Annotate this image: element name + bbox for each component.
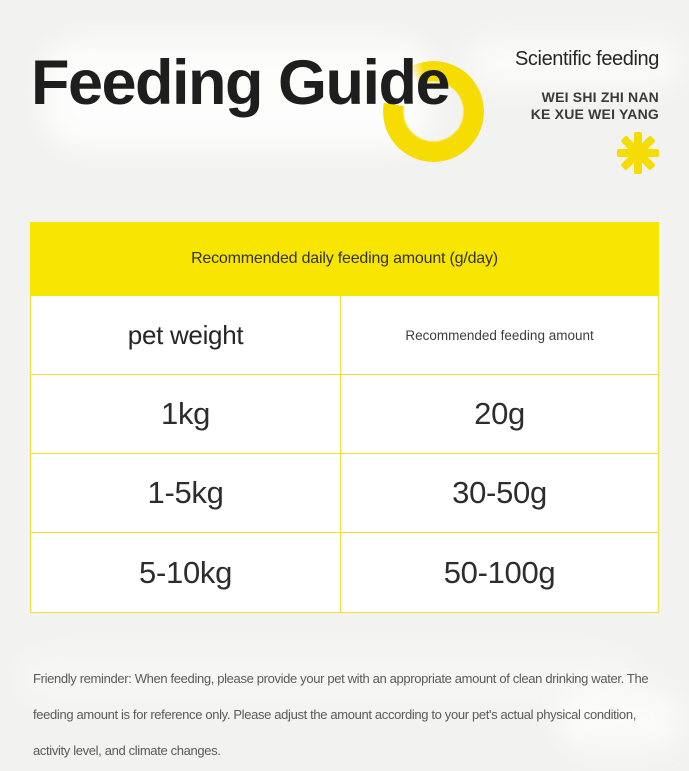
table-cell-amount: 50-100g	[340, 533, 658, 612]
table-cell-weight: 1-5kg	[31, 454, 341, 533]
feeding-table: Recommended daily feeding amount (g/day)…	[30, 222, 659, 613]
table-caption: Recommended daily feeding amount (g/day)	[30, 222, 659, 296]
pinyin-line2: KE XUE WEI YANG	[530, 106, 659, 122]
ring-decoration	[383, 61, 484, 162]
pinyin-line1: WEI SHI ZHI NAN	[541, 89, 659, 105]
column-header-pet-weight: pet weight	[31, 296, 341, 375]
asterisk-icon	[617, 132, 659, 174]
table-grid: pet weight Recommended feeding amount 1k…	[30, 296, 659, 613]
column-header-feeding-amount: Recommended feeding amount	[340, 296, 658, 375]
table-cell-amount: 20g	[340, 375, 658, 454]
highlight-blob	[468, 40, 680, 86]
highlight-blob	[42, 38, 434, 150]
table-cell-weight: 5-10kg	[139, 554, 233, 590]
subtitle: Scientific feeding	[514, 48, 659, 70]
footer-note: Friendly reminder: When feeding, please …	[33, 671, 649, 758]
pinyin-caption: WEI SHI ZHI NAN KE XUE WEI YANG	[531, 89, 659, 123]
table-cell-weight: 1kg	[31, 375, 341, 454]
table-cell-amount: 30-50g	[340, 454, 658, 533]
highlight-blob	[18, 652, 638, 704]
page-title: Feeding Guide	[31, 48, 451, 118]
highlight-blob	[556, 688, 682, 750]
